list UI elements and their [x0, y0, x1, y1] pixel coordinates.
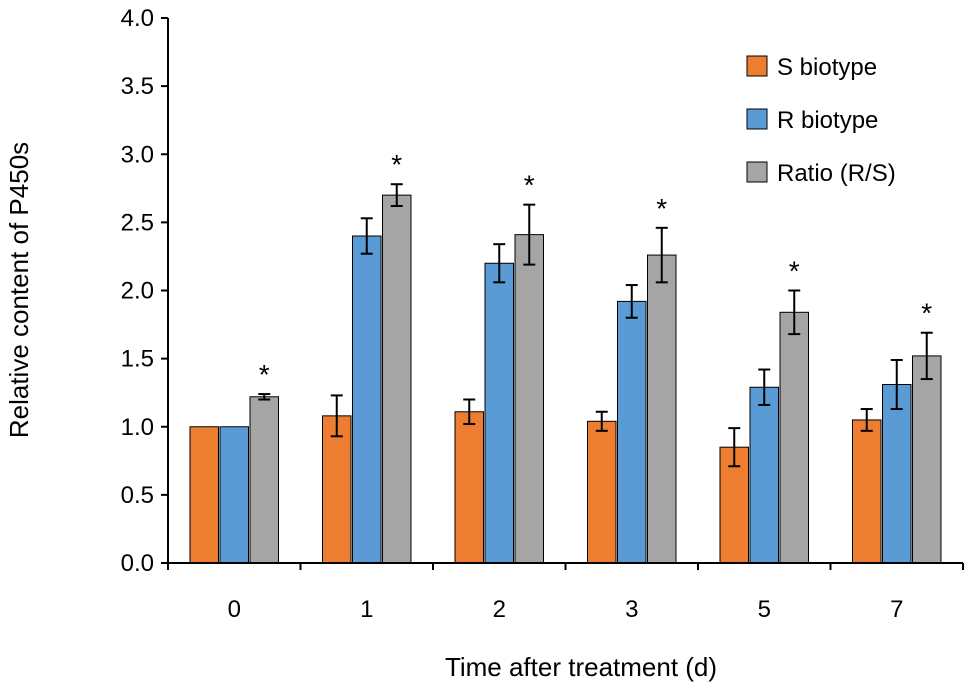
- bar: [514, 234, 544, 564]
- significance-mark: *: [524, 170, 535, 201]
- bar: [587, 420, 617, 564]
- y-tick-label: 1.5: [121, 346, 154, 373]
- bar: [219, 426, 249, 564]
- x-tick-label: 3: [625, 596, 638, 623]
- bar: [322, 415, 352, 564]
- bar: [647, 254, 677, 564]
- bar: [882, 384, 912, 564]
- significance-mark: *: [656, 193, 667, 224]
- legend-label: S biotype: [777, 54, 877, 81]
- x-tick-label: 1: [360, 596, 373, 623]
- legend-label: R biotype: [777, 107, 878, 134]
- y-tick-label: 3.5: [121, 73, 154, 100]
- y-tick-label: 2.0: [121, 278, 154, 305]
- bar: [617, 300, 647, 564]
- y-axis-title: Relative content of P450s: [4, 142, 34, 438]
- bar: [382, 194, 412, 564]
- y-tick-label: 4.0: [121, 5, 154, 32]
- significance-mark: *: [789, 256, 800, 287]
- y-tick-label: 1.0: [121, 414, 154, 441]
- legend-swatch: [746, 161, 768, 183]
- significance-mark: *: [259, 359, 270, 390]
- bar: [779, 311, 809, 564]
- bar: [484, 262, 514, 564]
- significance-mark: *: [921, 298, 932, 329]
- x-tick-label: 5: [758, 596, 771, 623]
- y-tick-label: 3.0: [121, 141, 154, 168]
- x-tick-label: 2: [493, 596, 506, 623]
- bar: [352, 235, 382, 564]
- legend-swatch: [746, 55, 768, 77]
- bar: [749, 386, 779, 564]
- significance-mark: *: [391, 149, 402, 180]
- bar: [852, 419, 882, 564]
- bars-layer: [189, 183, 942, 564]
- legend: S biotype R biotype Ratio (R/S): [746, 54, 896, 187]
- bar: [912, 355, 942, 564]
- labels-layer: * * * * * * 0.0 0.5 1.0 1.5 2.0 2.5 3.0 3.5 4.0 0 1 2 3 5 7: [121, 5, 933, 623]
- bar: [454, 411, 484, 564]
- legend-swatch: [746, 108, 768, 130]
- y-tick-label: 0.0: [121, 550, 154, 577]
- axes-layer: [161, 17, 964, 570]
- bar: [249, 396, 279, 564]
- bar: [189, 426, 219, 564]
- x-tick-label: 0: [228, 596, 241, 623]
- x-tick-label: 7: [890, 596, 903, 623]
- y-tick-label: 0.5: [121, 482, 154, 509]
- x-axis-title: Time after treatment (d): [445, 652, 717, 682]
- legend-label: Ratio (R/S): [777, 160, 896, 187]
- y-tick-label: 2.5: [121, 209, 154, 236]
